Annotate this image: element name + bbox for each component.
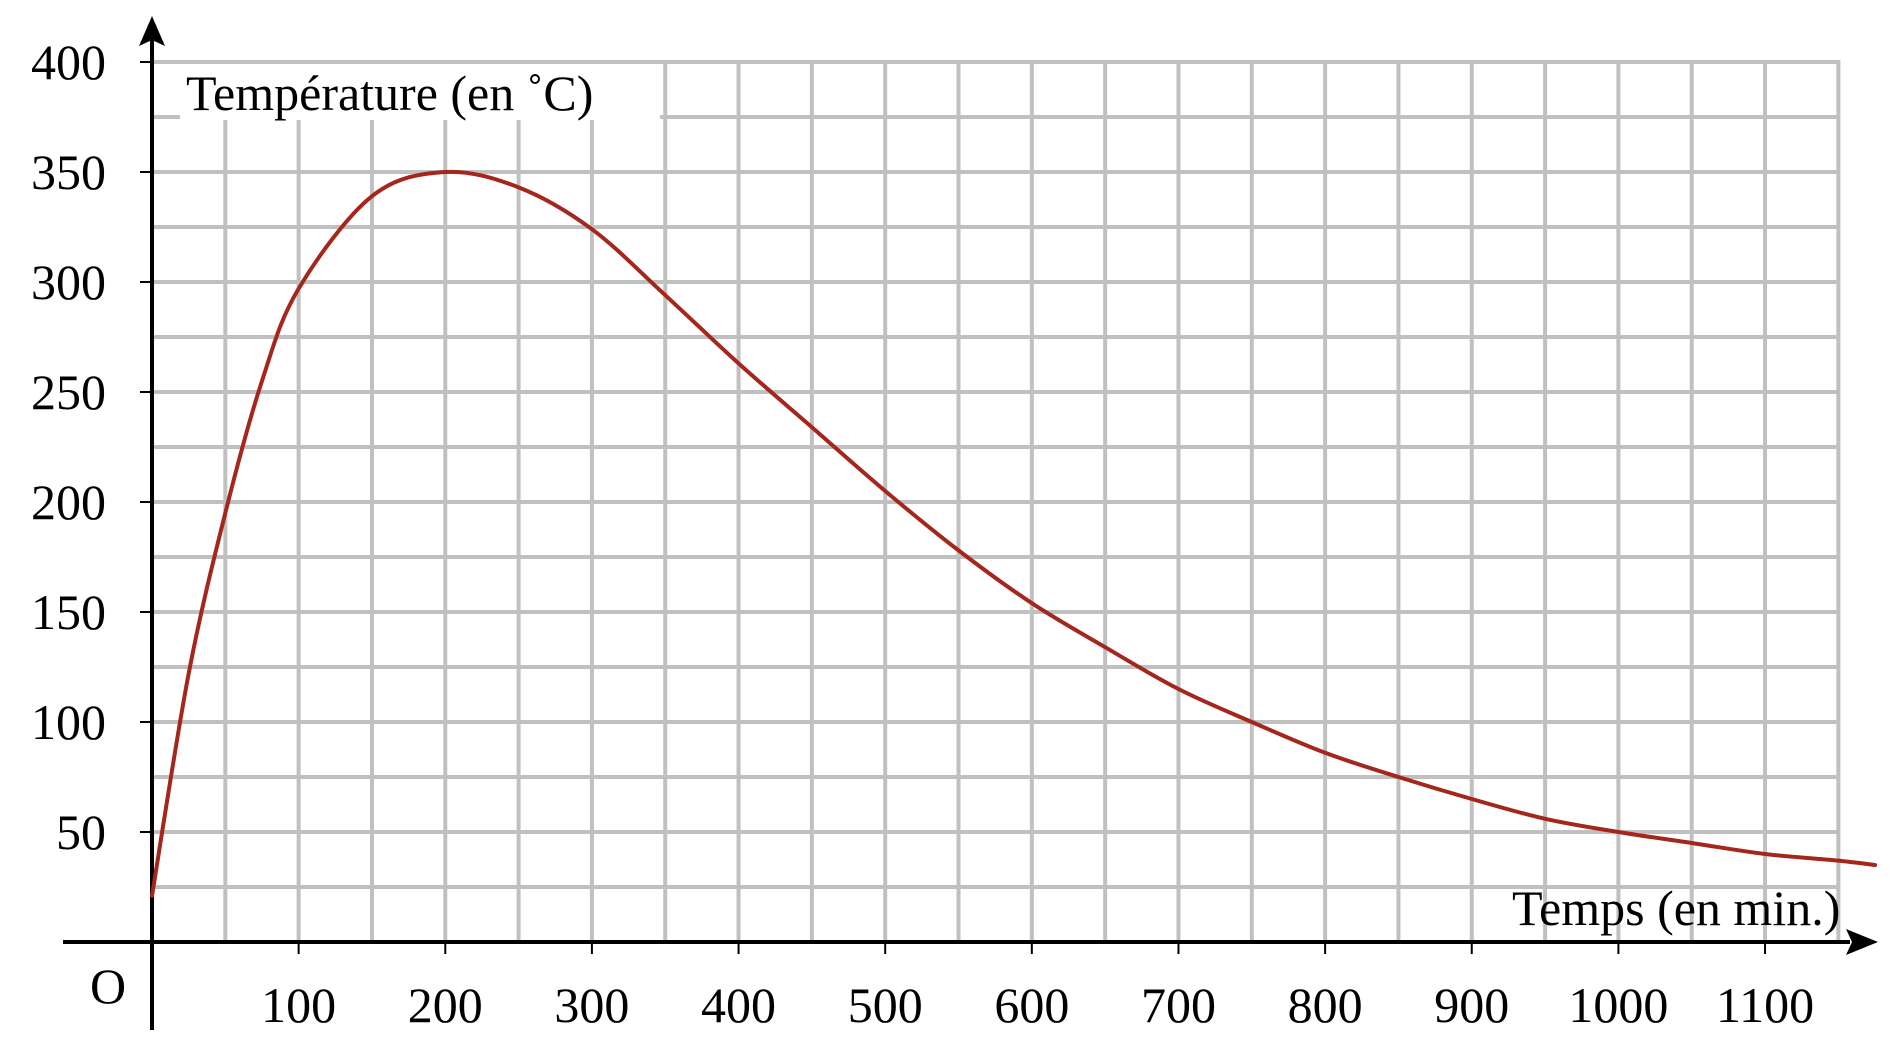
y-tick-label: 400 (31, 34, 106, 90)
x-tick-label: 1100 (1716, 977, 1814, 1033)
x-tick-label: 300 (554, 977, 629, 1033)
x-tick-label: 400 (701, 977, 776, 1033)
y-tick-label: 250 (31, 364, 106, 420)
y-tick-label: 300 (31, 254, 106, 310)
x-axis-title: Temps (en min.) (1512, 880, 1840, 936)
y-tick-labels: 50 100 150 200 250 300 350 400 (31, 34, 106, 860)
y-tick-label: 350 (31, 144, 106, 200)
x-tick-label: 200 (408, 977, 483, 1033)
y-axis-title: Température (en ˚C) (186, 65, 593, 121)
x-tick-label: 1000 (1568, 977, 1668, 1033)
origin-label: O (90, 958, 126, 1014)
temperature-curve (150, 169, 1878, 898)
axes (63, 16, 1878, 1030)
y-tick-label: 200 (31, 474, 106, 530)
x-tick-label: 800 (1288, 977, 1363, 1033)
ylabel-background (180, 64, 660, 120)
x-tick-label: 500 (848, 977, 923, 1033)
x-tick-label: 700 (1141, 977, 1216, 1033)
y-axis-arrow-icon (139, 16, 165, 46)
x-axis-arrow-icon (1846, 929, 1878, 955)
grid (152, 60, 1841, 942)
y-tick-label: 100 (31, 694, 106, 750)
x-tick-label: 900 (1434, 977, 1509, 1033)
x-tick-label: 100 (261, 977, 336, 1033)
y-tick-label: 50 (56, 804, 106, 860)
x-tick-labels: 100 200 300 400 500 600 700 800 900 1000 1100 (261, 977, 1814, 1033)
y-tick-label: 150 (31, 584, 106, 640)
x-tick-label: 600 (994, 977, 1069, 1033)
ticks (140, 61, 1767, 954)
